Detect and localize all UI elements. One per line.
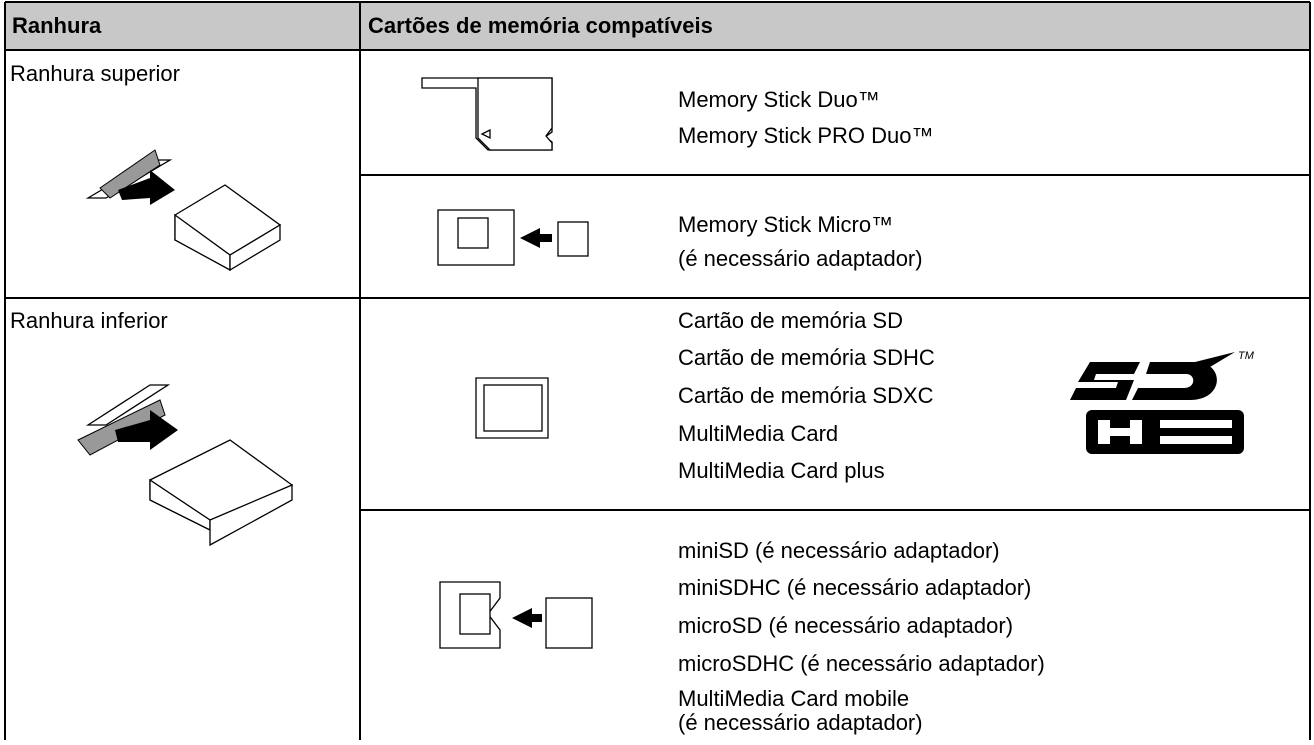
card-name: MultiMedia Card mobile [678,686,909,711]
logo-tm: TM [1238,350,1255,362]
card-name: Memory Stick Duo™ [678,87,880,112]
card-name: (é necessário adaptador) [678,246,923,271]
sdhc-logo: TM [1070,350,1255,454]
card-name: MultiMedia Card [678,421,838,446]
header-bg [5,2,1310,50]
grid [4,1,1311,740]
card-name: Cartão de memória SDHC [678,345,935,370]
card-name: microSDHC (é necessário adaptador) [678,651,1045,676]
card-name: microSD (é necessário adaptador) [678,613,1013,638]
slot-label: Ranhura inferior [10,308,168,333]
card-name: Cartão de memória SDXC [678,383,934,408]
card-name: Cartão de memória SD [678,308,903,333]
slot-illustration-upper [85,149,282,272]
card-icon-sd [475,377,549,439]
card-icon-ms-duo [421,77,553,151]
card-name: miniSD (é necessário adaptador) [678,538,1000,563]
header-cell: Ranhura [12,13,102,38]
card-icon-ms-micro [437,209,589,266]
slot-label: Ranhura superior [10,61,180,86]
card-icon-mini-micro [439,581,593,649]
card-name: (é necessário adaptador) [678,710,923,735]
card-name: Memory Stick PRO Duo™ [678,123,934,148]
card-name: Memory Stick Micro™ [678,212,893,237]
slot-illustration-lower [77,384,294,547]
card-name: MultiMedia Card plus [678,458,885,483]
card-texts: Memory Stick Duo™ Memory Stick PRO Duo™ … [678,87,1045,735]
header-cell: Cartões de memória compatíveis [368,13,713,38]
card-name: miniSDHC (é necessário adaptador) [678,575,1031,600]
